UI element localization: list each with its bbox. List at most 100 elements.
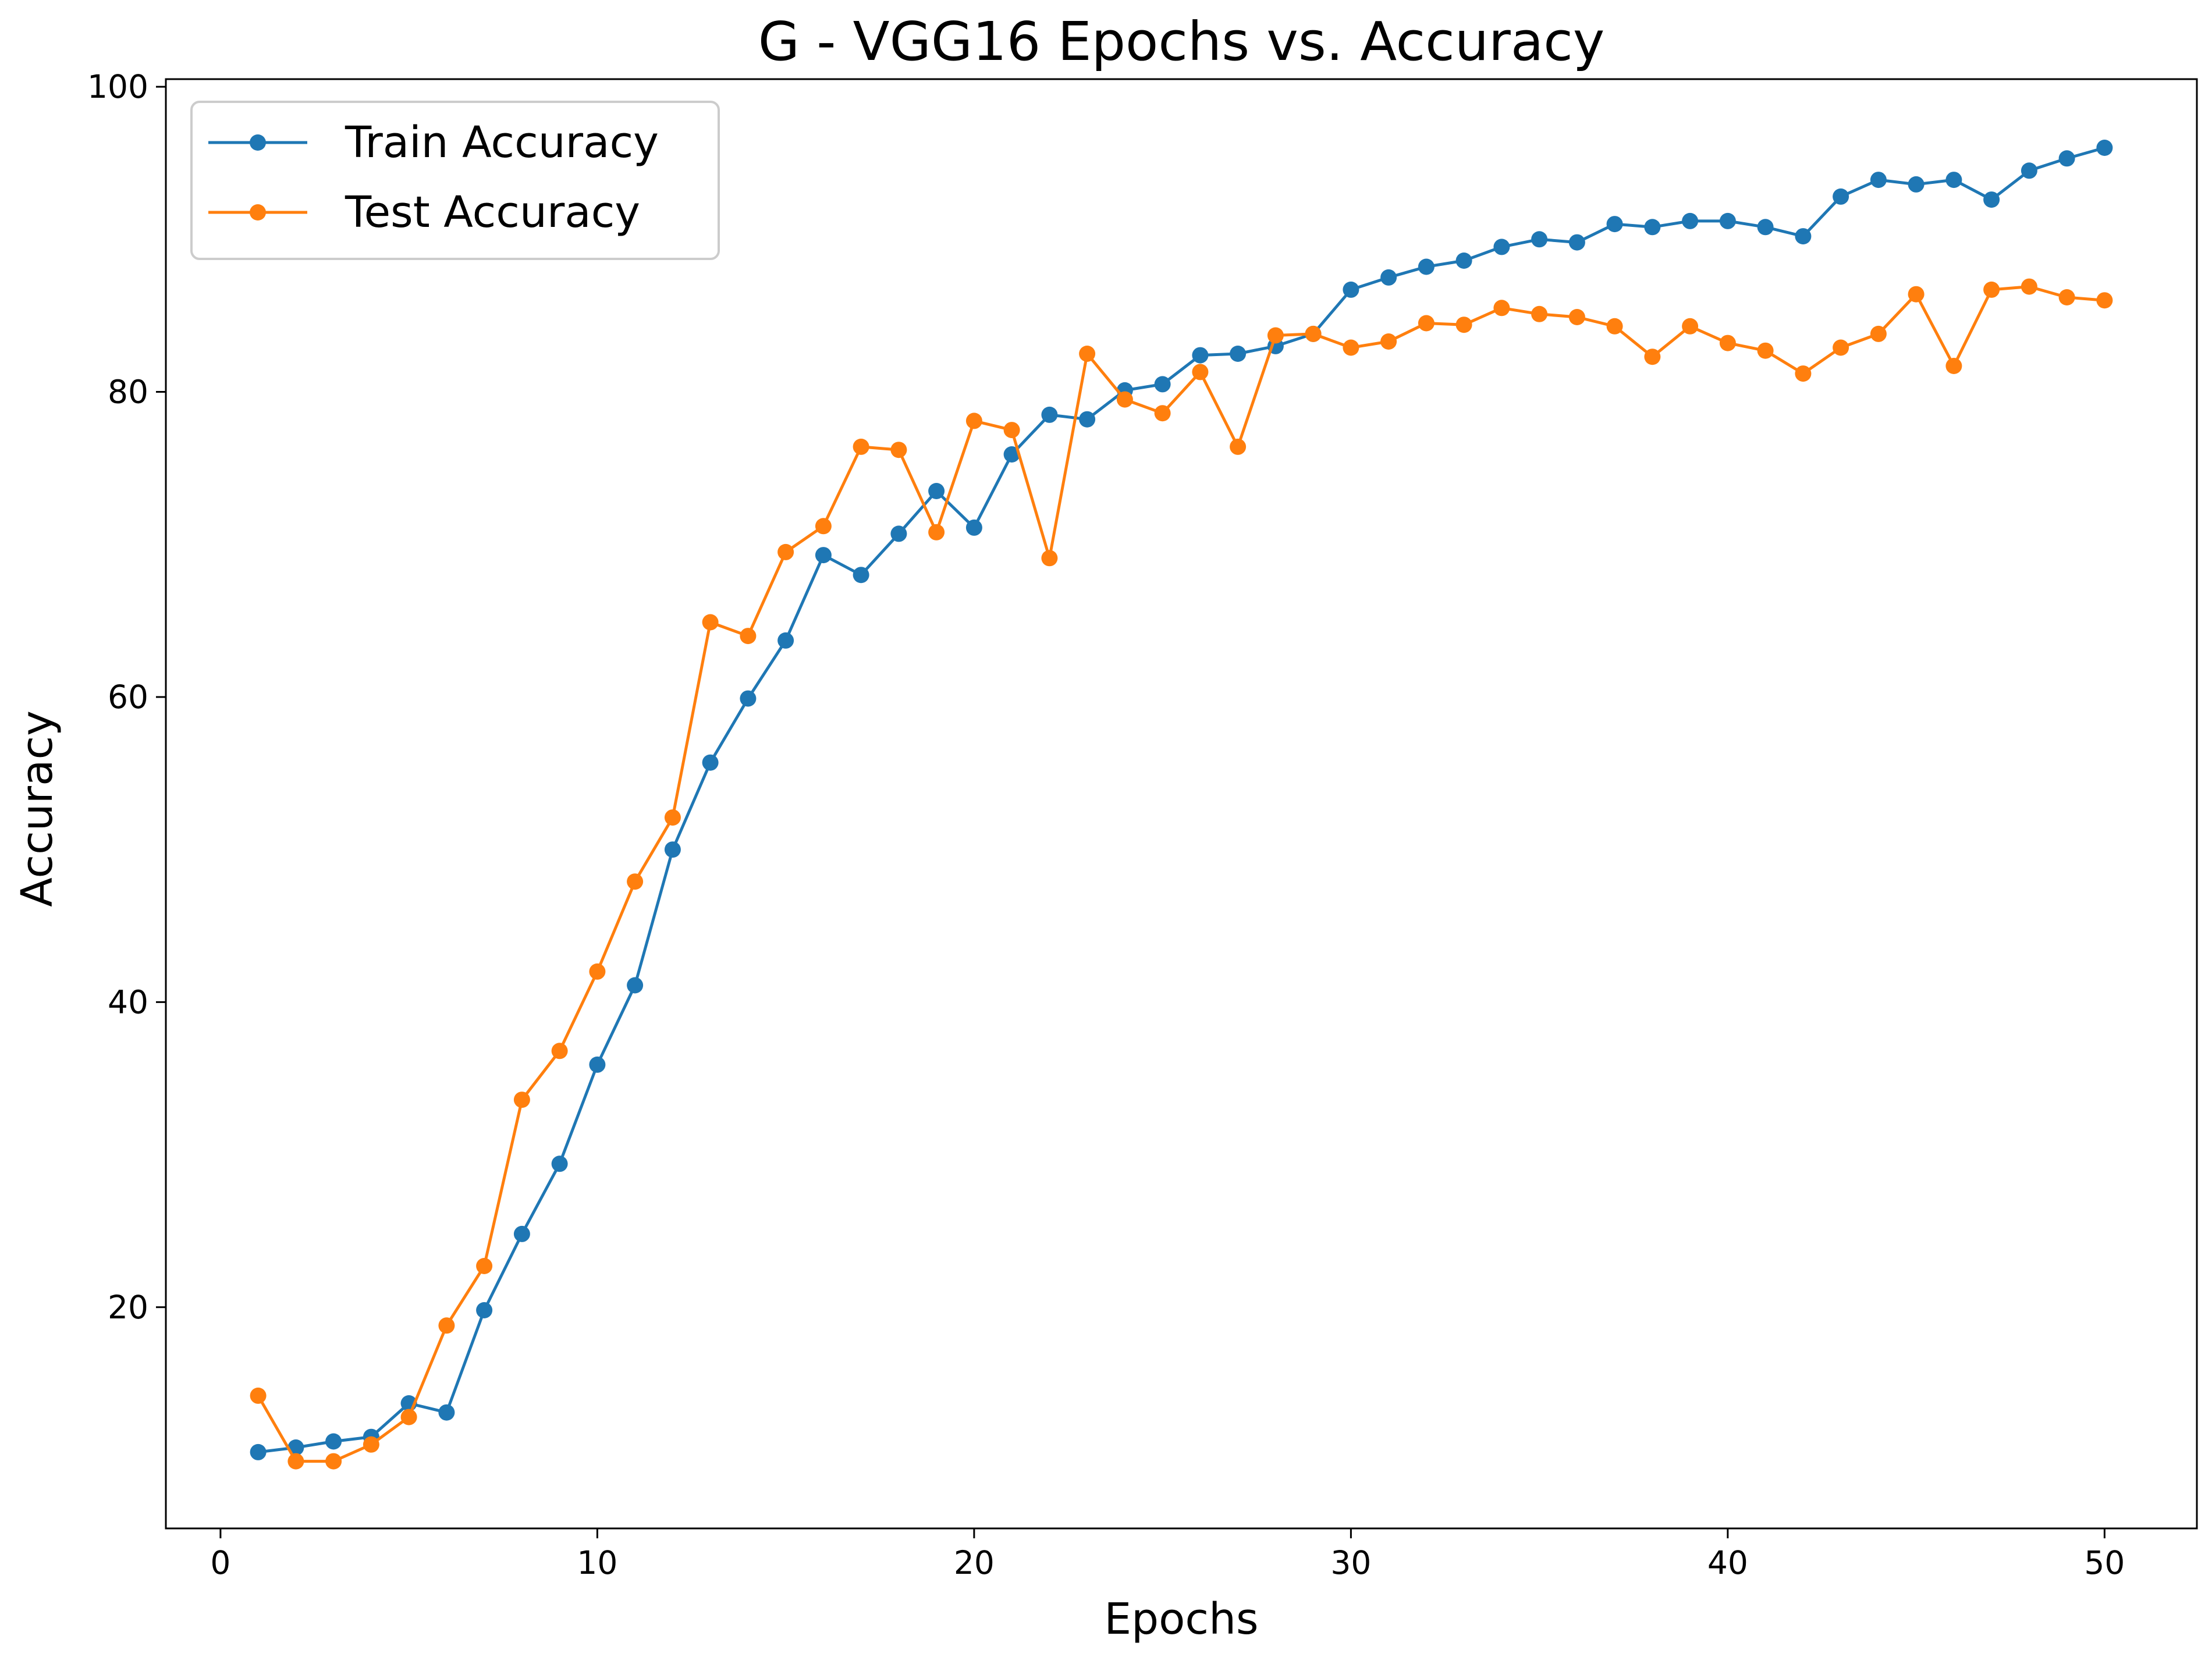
legend-box [190, 101, 720, 260]
data-point-0-31 [1418, 258, 1435, 275]
data-point-1-46 [1983, 281, 2000, 298]
data-point-1-14 [777, 543, 794, 560]
data-point-0-12 [702, 754, 719, 771]
data-point-1-4 [400, 1409, 417, 1425]
data-point-0-42 [1833, 188, 1849, 205]
data-point-0-35 [1568, 234, 1585, 251]
data-point-0-47 [2021, 162, 2037, 179]
data-point-1-34 [1531, 305, 1548, 322]
x-tick-label-0: 0 [210, 1544, 230, 1581]
data-point-1-26 [1230, 438, 1247, 455]
data-point-1-38 [1682, 318, 1699, 335]
data-point-1-22 [1079, 346, 1096, 362]
data-point-1-45 [1945, 358, 1962, 374]
data-point-0-5 [438, 1404, 455, 1421]
data-point-0-36 [1606, 216, 1623, 233]
data-point-1-0 [250, 1387, 267, 1404]
data-point-0-11 [664, 841, 681, 858]
y-tick-label-0: 20 [108, 1289, 148, 1326]
data-point-1-24 [1154, 405, 1171, 422]
data-point-0-33 [1493, 239, 1510, 255]
data-point-1-43 [1870, 325, 1887, 342]
data-point-0-7 [513, 1225, 530, 1242]
data-point-1-16 [853, 438, 869, 455]
data-point-0-17 [890, 525, 907, 542]
y-tick-label-2: 60 [108, 678, 148, 716]
data-point-1-31 [1418, 315, 1435, 332]
data-point-0-46 [1983, 191, 2000, 208]
data-point-0-26 [1230, 346, 1247, 362]
data-point-0-16 [853, 567, 869, 584]
data-point-1-28 [1305, 325, 1322, 342]
data-point-0-10 [627, 977, 644, 994]
data-point-1-18 [928, 524, 945, 541]
data-point-1-11 [664, 809, 681, 826]
data-point-1-3 [363, 1436, 379, 1453]
legend-marker-test [250, 204, 266, 221]
data-point-0-38 [1682, 212, 1699, 229]
data-point-0-21 [1041, 406, 1058, 423]
data-point-0-30 [1380, 269, 1397, 286]
data-point-1-20 [1003, 422, 1020, 439]
data-point-1-6 [476, 1258, 493, 1274]
x-tick-label-3: 30 [1330, 1544, 1371, 1581]
data-point-1-10 [627, 873, 644, 890]
data-point-1-49 [2096, 292, 2113, 309]
data-point-1-21 [1041, 550, 1058, 567]
data-point-1-7 [513, 1091, 530, 1108]
data-point-0-20 [1003, 446, 1020, 463]
data-point-1-25 [1192, 364, 1209, 381]
data-point-1-39 [1719, 335, 1736, 351]
data-point-0-34 [1531, 231, 1548, 248]
data-point-0-43 [1870, 172, 1887, 189]
x-tick-label-5: 50 [2084, 1544, 2125, 1581]
data-point-1-8 [551, 1043, 568, 1059]
data-point-0-8 [551, 1155, 568, 1172]
data-point-1-1 [287, 1453, 304, 1470]
data-point-0-44 [1908, 176, 1925, 193]
legend-label-train: Train Accuracy [345, 118, 659, 168]
data-point-0-18 [928, 483, 945, 499]
data-point-0-19 [965, 519, 982, 536]
data-point-1-47 [2021, 278, 2037, 295]
legend: Train Accuracy Test Accuracy [190, 101, 720, 260]
data-point-1-12 [702, 614, 719, 631]
legend-label-test: Test Accuracy [345, 187, 640, 237]
y-tick-label-3: 80 [108, 374, 148, 411]
x-axis-label: Epochs [1104, 1594, 1258, 1644]
data-point-0-25 [1192, 347, 1209, 364]
x-tick-label-1: 10 [577, 1544, 617, 1581]
data-point-1-15 [815, 518, 832, 535]
data-point-0-49 [2096, 140, 2113, 156]
data-point-1-42 [1833, 339, 1849, 356]
data-point-0-37 [1644, 219, 1661, 236]
data-point-0-40 [1757, 219, 1774, 236]
chart-title: G - VGG16 Epochs vs. Accuracy [758, 10, 1605, 73]
data-point-0-32 [1455, 253, 1472, 269]
x-tick-label-2: 20 [954, 1544, 995, 1581]
data-point-1-2 [325, 1453, 342, 1470]
data-point-0-15 [815, 547, 832, 564]
data-point-0-14 [777, 632, 794, 649]
data-point-1-23 [1116, 391, 1133, 408]
data-point-1-40 [1757, 342, 1774, 359]
legend-marker-train [250, 134, 266, 151]
data-point-1-35 [1568, 309, 1585, 325]
y-tick-label-4: 100 [87, 68, 148, 105]
y-axis-label: Accuracy [12, 710, 62, 907]
data-point-0-39 [1719, 212, 1736, 229]
data-point-0-45 [1945, 172, 1962, 189]
data-point-1-30 [1380, 333, 1397, 350]
x-tick-label-4: 40 [1707, 1544, 1748, 1581]
data-point-0-0 [250, 1443, 267, 1460]
data-point-1-48 [2058, 289, 2075, 305]
data-point-1-13 [740, 628, 757, 645]
data-point-1-17 [890, 442, 907, 458]
data-point-1-9 [589, 963, 606, 980]
data-point-0-9 [589, 1056, 606, 1073]
data-point-1-19 [965, 413, 982, 429]
data-point-1-32 [1455, 317, 1472, 333]
data-point-0-48 [2058, 150, 2075, 167]
